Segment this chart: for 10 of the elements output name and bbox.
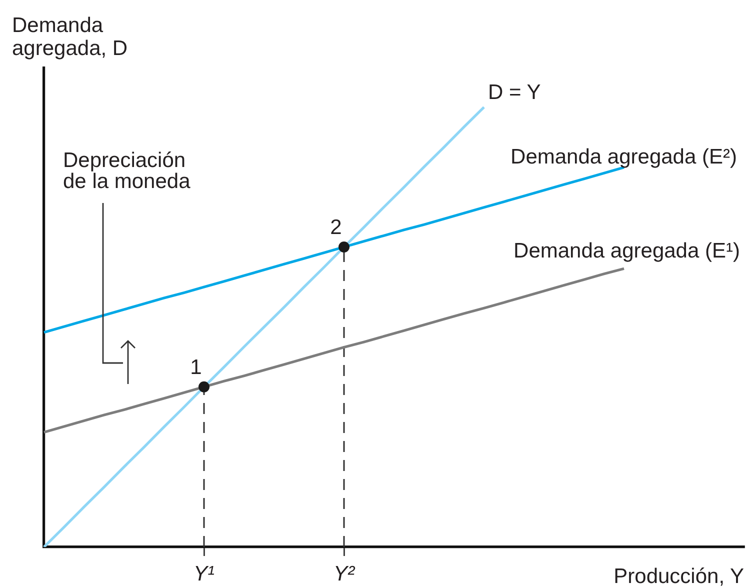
x-tick-label: Y² [334, 562, 356, 586]
annotation: Depreciación de la moneda [63, 149, 191, 193]
x-axis-title: Producción, Y [614, 565, 744, 588]
annotation: 2 [330, 216, 342, 240]
series-label: D = Y [488, 81, 541, 104]
y-axis-title: Demanda agregada, D [12, 14, 128, 60]
series-label: Demanda agregada (E¹) [514, 240, 740, 263]
series-label: Demanda agregada (E²) [510, 145, 737, 168]
annotation: 1 [190, 356, 202, 379]
x-tick-label: Y¹ [194, 562, 215, 586]
